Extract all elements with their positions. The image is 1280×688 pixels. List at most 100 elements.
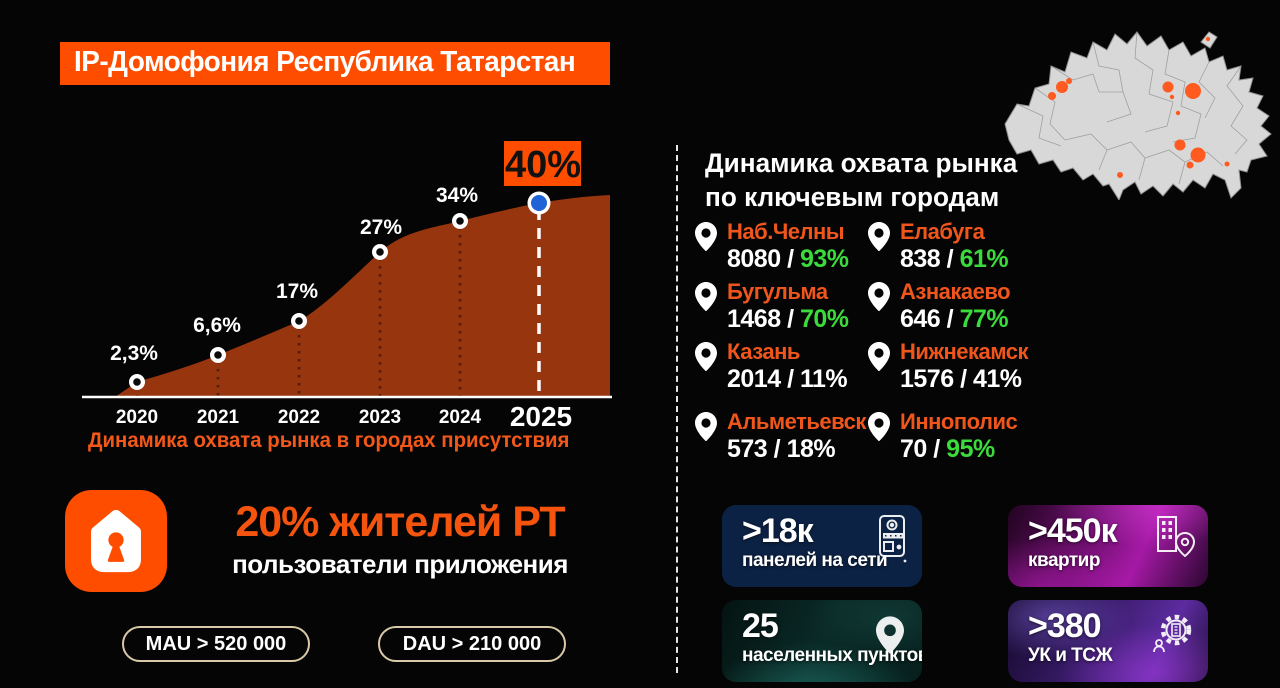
stat-label: населенных пунктов <box>742 645 922 666</box>
city-item: Елабуга 838 / 61% <box>866 220 1038 280</box>
location-pin-icon <box>868 412 890 442</box>
city-percent: 18% <box>786 435 836 463</box>
city-name: Альметьевск <box>727 409 866 434</box>
year-2024: 2024 <box>439 407 482 428</box>
city-count: 838 <box>900 245 941 273</box>
area-chart-canvas: 2,3% 6,6% 17% 27% 34% 40% 2020 2021 2022… <box>82 141 612 432</box>
map-district-borders <box>1016 31 1248 185</box>
city-item: Наб.Челны 8080 / 93% <box>693 220 866 280</box>
city-item: Иннополис 70 / 95% <box>866 409 1038 463</box>
stat-label: панелей на сети <box>742 550 888 571</box>
stat-card-apartments: >450к квартир <box>1008 505 1208 587</box>
chart-area-fill <box>115 195 610 397</box>
city-percent: 61% <box>959 245 1009 273</box>
value-label-2022: 17% <box>276 280 318 303</box>
year-2021: 2021 <box>197 407 240 428</box>
dau-badge: DAU > 210 000 <box>378 626 566 662</box>
city-count: 1468 <box>727 305 781 333</box>
city-count: 8080 <box>727 245 781 273</box>
stat-value: 25 <box>742 607 779 645</box>
value-separator: / <box>960 365 967 393</box>
market-coverage-area-chart: 2,3% 6,6% 17% 27% 34% 40% 2020 2021 2022… <box>60 135 620 435</box>
location-pin-icon <box>695 342 717 372</box>
value-label-2021: 6,6% <box>193 314 241 337</box>
tatarstan-map <box>995 22 1280 202</box>
city-item: Азнакаево 646 / 77% <box>866 280 1038 340</box>
city-name: Иннополис <box>900 409 1018 434</box>
year-2023: 2023 <box>359 407 401 428</box>
city-percent: 93% <box>799 245 849 273</box>
city-count: 646 <box>900 305 941 333</box>
city-name: Казань <box>727 339 800 364</box>
cities-section-heading: Динамика охвата рынка по ключевым города… <box>705 146 1017 214</box>
year-2022: 2022 <box>278 407 320 428</box>
value-separator: / <box>787 365 794 393</box>
chart-markers <box>129 213 468 390</box>
stat-label: квартир <box>1028 550 1100 571</box>
location-pin-icon <box>695 282 717 312</box>
city-percent: 77% <box>959 305 1009 333</box>
city-percent: 95% <box>946 435 995 463</box>
chart-caption: Динамика охвата рынка в городах присутст… <box>88 429 570 452</box>
cities-heading-line2: по ключевым городам <box>705 182 1000 212</box>
value-separator: / <box>946 245 954 273</box>
city-name: Наб.Челны <box>727 219 845 244</box>
stat-card-management: >380 УК и ТСЖ <box>1008 600 1208 682</box>
city-count: 573 <box>727 435 768 463</box>
value-separator: / <box>933 435 940 463</box>
app-users-subline: пользователи приложения <box>232 549 568 580</box>
highlight-badge-label: 40% <box>505 144 581 186</box>
value-label-2023: 27% <box>360 216 402 239</box>
stat-label: УК и ТСЖ <box>1028 645 1113 666</box>
app-users-block: 20% жителей РТ пользователи приложения <box>215 498 585 580</box>
gear-building-icon <box>1153 614 1192 653</box>
building-pin-icon <box>1157 516 1196 558</box>
year-2020: 2020 <box>116 407 158 428</box>
location-pin-icon <box>868 342 890 372</box>
city-item: Нижнекамск 1576 / 41% <box>866 340 1038 400</box>
chart-highlight-marker <box>527 191 551 215</box>
value-label-2020: 2,3% <box>110 342 158 365</box>
value-separator: / <box>787 305 794 333</box>
city-name: Бугульма <box>727 279 828 304</box>
value-label-2024: 34% <box>436 184 478 207</box>
mau-badge: MAU > 520 000 <box>122 626 310 662</box>
stat-value: >18к <box>742 512 814 550</box>
cities-grid: Наб.Челны 8080 / 93% Елабуга 838 / 61% Б… <box>693 220 1038 463</box>
location-pin-icon <box>868 282 890 312</box>
location-pin-icon <box>868 222 890 252</box>
chart-year-labels: 2020 2021 2022 2023 2024 2025 <box>116 401 572 432</box>
location-pin-icon <box>695 222 717 252</box>
city-count: 70 <box>900 435 927 463</box>
location-pin-icon <box>695 412 717 442</box>
city-percent: 11% <box>799 365 848 393</box>
city-percent: 70% <box>799 305 849 333</box>
city-item: Бугульма 1468 / 70% <box>693 280 866 340</box>
city-count: 2014 <box>727 365 781 393</box>
city-item: Казань 2014 / 11% <box>693 340 866 400</box>
app-users-headline: 20% жителей РТ <box>235 498 565 546</box>
value-separator: / <box>946 305 954 333</box>
city-item: Альметьевск 573 / 18% <box>693 409 866 463</box>
chart-highlight-badge: 40% <box>504 141 581 186</box>
city-percent: 41% <box>972 365 1022 393</box>
stat-card-panels: >18к панелей на сети <box>722 505 922 587</box>
keyhole-circle <box>108 532 124 548</box>
page-title-banner: IP-Домофония Республика Татарстан <box>60 42 611 85</box>
stat-value: >380 <box>1028 607 1102 645</box>
city-name: Азнакаево <box>900 279 1011 304</box>
value-separator: / <box>773 435 781 463</box>
intercom-panel-icon <box>879 515 907 563</box>
city-name: Нижнекамск <box>900 339 1029 364</box>
city-count: 1576 <box>900 365 954 393</box>
value-separator: / <box>787 245 794 273</box>
stat-card-settlements: 25 населенных пунктов <box>722 600 922 682</box>
chart-value-labels: 2,3% 6,6% 17% 27% 34% <box>110 184 478 365</box>
page-title: IP-Домофония Республика Татарстан <box>74 46 576 78</box>
stat-value: >450к <box>1028 512 1118 550</box>
vertical-dashed-divider <box>676 145 678 673</box>
cities-heading-line1: Динамика охвата рынка <box>705 148 1018 178</box>
map-presence-dots <box>1048 36 1230 178</box>
city-name: Елабуга <box>900 219 985 244</box>
location-pin-icon <box>876 616 904 654</box>
